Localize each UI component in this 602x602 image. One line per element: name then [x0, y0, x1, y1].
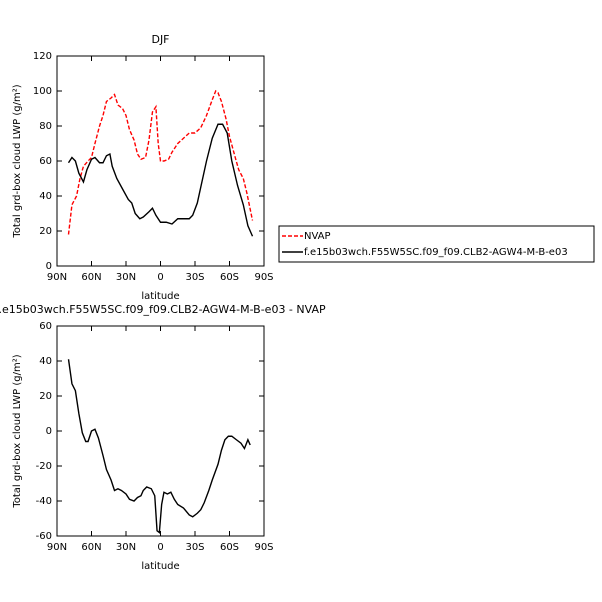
x-axis-label: latitude: [141, 561, 179, 572]
legend-label: f.e15b03wch.F55W5SC.f09_f09.CLB2-AGW4-M-…: [304, 247, 568, 258]
x-tick-label: 30N: [116, 272, 136, 283]
x-tick-label: 0: [157, 542, 163, 553]
y-axis-label: Total grd-box cloud LWP (g/m²): [12, 84, 23, 238]
y-tick-label: 20: [39, 391, 52, 402]
data-line: [67, 359, 251, 534]
x-tick-label: 90N: [47, 272, 67, 283]
x-tick-label: 90S: [254, 272, 273, 283]
x-tick-label: 60S: [220, 272, 239, 283]
y-tick-label: -40: [36, 496, 52, 507]
y-tick-label: 60: [39, 321, 52, 332]
y-tick-label: 120: [33, 51, 52, 62]
x-tick-label: 0: [157, 272, 163, 283]
x-tick-label: 90N: [47, 542, 67, 553]
plot-frame: [56, 325, 265, 537]
legend-label: NVAP: [304, 231, 331, 242]
chart-title: f.e15b03wch.F55W5SC.f09_f09.CLB2-AGW4-M-…: [0, 303, 326, 316]
y-tick-label: 80: [39, 121, 52, 132]
y-tick-label: 0: [46, 261, 52, 272]
x-tick-label: 60N: [81, 272, 101, 283]
x-axis-label: latitude: [141, 291, 179, 302]
y-tick-label: 100: [33, 86, 52, 97]
x-tick-label: 30N: [116, 542, 136, 553]
y-tick-label: 20: [39, 226, 52, 237]
y-axis-label: Total grd-box cloud LWP (g/m²): [12, 354, 23, 508]
data-line: [67, 123, 254, 237]
x-tick-label: 60N: [81, 542, 101, 553]
x-tick-label: 90S: [254, 542, 273, 553]
y-tick-label: -20: [36, 461, 52, 472]
data-line: [67, 89, 254, 235]
y-tick-label: -60: [36, 531, 52, 542]
x-tick-label: 30S: [185, 542, 204, 553]
y-tick-label: 40: [39, 191, 52, 202]
y-tick-label: 40: [39, 356, 52, 367]
y-tick-label: 0: [46, 426, 52, 437]
x-tick-label: 60S: [220, 542, 239, 553]
y-tick-label: 60: [39, 156, 52, 167]
legend-box: [278, 225, 595, 263]
chart-title: DJF: [151, 33, 169, 46]
x-tick-label: 30S: [185, 272, 204, 283]
